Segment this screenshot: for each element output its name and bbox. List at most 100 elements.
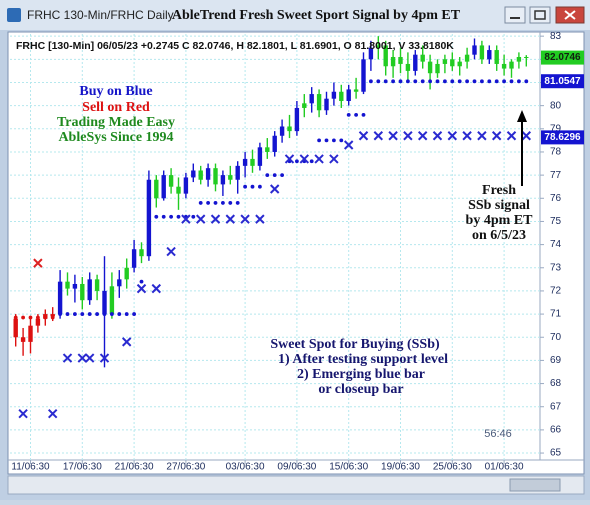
support-dot: [428, 79, 432, 84]
stop-marker: [181, 214, 191, 224]
candle-body: [13, 318, 18, 338]
stop-marker: [373, 131, 384, 141]
y-tick-label: 68: [550, 378, 562, 389]
candle-body: [124, 267, 129, 280]
annotation: on 6/5/23: [472, 228, 526, 243]
annotation: Fresh: [482, 183, 516, 198]
candle-body: [457, 61, 462, 67]
support-dot: [487, 79, 492, 84]
candle-body: [176, 186, 181, 194]
annotation: SSb signal: [468, 198, 530, 213]
candle-body: [213, 168, 218, 185]
support-dot: [258, 184, 262, 189]
support-dot: [206, 201, 211, 205]
window-title: FRHC 130-Min/FRHC Daily: [27, 8, 174, 22]
support-dot: [309, 159, 314, 164]
support-dot: [147, 221, 151, 226]
stop-marker: [388, 131, 398, 141]
support-dot: [332, 138, 336, 143]
y-tick-label: 66: [550, 425, 562, 436]
support-dot: [73, 312, 77, 316]
support-dot: [361, 113, 366, 117]
candle-body: [339, 91, 344, 102]
support-dot: [213, 201, 218, 205]
support-dot: [509, 79, 514, 84]
y-tick-label: 77: [550, 170, 562, 181]
y-tick-label: 80: [550, 100, 562, 111]
support-dot: [346, 113, 351, 117]
support-dot: [87, 312, 92, 316]
candle-body: [146, 179, 152, 257]
x-tick-label: 09/06:30: [277, 462, 316, 473]
x-tick-label: 27/06:30: [166, 462, 205, 473]
stop-marker: [77, 353, 88, 363]
stop-marker: [314, 154, 324, 164]
candle-body: [494, 50, 499, 64]
support-dot: [139, 279, 144, 284]
stop-marker: [136, 283, 147, 294]
x-tick-label: 19/06:30: [381, 462, 420, 473]
annotation: Buy on Blue: [79, 84, 152, 99]
support-dot: [154, 214, 159, 219]
scrollbar[interactable]: [7, 475, 585, 495]
stop-marker: [447, 131, 458, 141]
candle-body: [516, 57, 522, 62]
candle-body: [94, 279, 100, 291]
stop-marker: [166, 246, 176, 257]
annotation: or closeup bar: [318, 382, 403, 397]
candle-body: [265, 147, 270, 152]
arrow-head: [517, 110, 527, 122]
candle-body: [361, 59, 366, 92]
candle-body: [353, 89, 359, 92]
candle-body: [228, 175, 233, 180]
candle-body: [131, 249, 137, 268]
stop-marker: [255, 214, 265, 224]
candle-body: [102, 290, 107, 315]
stop-marker: [358, 131, 369, 141]
candle-body: [87, 279, 92, 301]
restore-button[interactable]: [529, 6, 551, 24]
support-dot: [58, 312, 62, 316]
y-tick-label: 72: [550, 286, 562, 297]
candle-body: [57, 281, 63, 315]
y-tick-label: 70: [550, 332, 562, 343]
candle-body: [413, 54, 418, 71]
support-dot: [265, 173, 270, 178]
scroll-thumb[interactable]: [509, 478, 561, 492]
price-tag: [541, 130, 584, 145]
candle-body: [324, 98, 329, 111]
support-dot: [280, 173, 284, 178]
stop-marker: [33, 258, 43, 268]
timer: 56:46: [484, 428, 512, 440]
candle-body: [161, 175, 166, 199]
candle-body: [331, 91, 337, 99]
y-tick-label: 83: [550, 31, 562, 42]
support-dot: [450, 79, 455, 84]
candle-body: [405, 63, 411, 71]
candle-body: [72, 283, 78, 289]
info-line: FRHC [130-Min] 06/05/23 +0.2745 C 82.074…: [16, 40, 454, 52]
support-dot: [161, 214, 166, 219]
stop-marker: [329, 154, 339, 164]
stop-marker: [299, 154, 310, 164]
candle-body: [368, 47, 374, 60]
support-dot: [413, 79, 418, 84]
annotation: 2) Emerging blue bar: [297, 367, 425, 382]
candle-body: [383, 45, 388, 67]
y-tick-label: 78: [550, 147, 562, 158]
candle-body: [501, 63, 507, 69]
support-dot: [339, 138, 344, 143]
stop-marker: [432, 131, 443, 141]
app-icon: [7, 8, 21, 22]
candle-body: [191, 170, 196, 178]
support-dot: [21, 315, 25, 320]
candle-body: [472, 45, 477, 55]
window-buttons[interactable]: [504, 6, 585, 24]
support-dot: [117, 312, 122, 316]
stop-marker: [195, 214, 206, 224]
support-dot: [383, 79, 388, 84]
y-tick-label: 75: [550, 216, 562, 227]
minimize-button[interactable]: [504, 6, 526, 24]
candle-body: [279, 126, 285, 136]
support-dot: [517, 79, 521, 84]
